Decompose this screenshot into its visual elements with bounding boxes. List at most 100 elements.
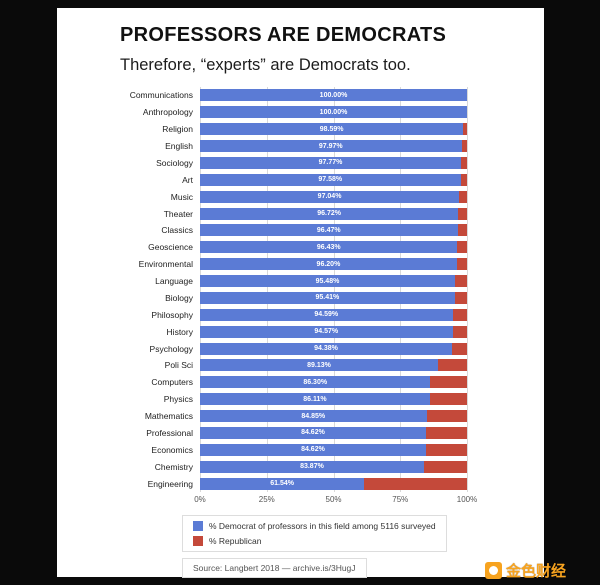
bar-track: 84.85% <box>200 410 467 423</box>
democrat-bar-segment: 94.38% <box>200 342 452 355</box>
bar-value-label: 97.04% <box>317 193 342 201</box>
republican-bar-segment <box>437 359 467 372</box>
category-label: Geoscience <box>148 242 193 253</box>
chart-row: Environmental 96.20% <box>63 258 467 271</box>
republican-bar-segment <box>452 308 467 321</box>
bar-track: 86.11% <box>200 393 467 406</box>
republican-bar-segment <box>452 325 467 338</box>
bar-track: 96.43% <box>200 241 467 254</box>
chart-row: Communications 100.00% <box>63 89 467 102</box>
democrat-bar-segment: 86.30% <box>200 376 431 389</box>
republican-bar-segment <box>457 241 467 254</box>
bar-value-label: 86.30% <box>303 378 328 386</box>
democrat-bar-segment: 84.85% <box>200 410 427 423</box>
chart-row: Theater 96.72% <box>63 207 467 220</box>
bar-value-label: 95.48% <box>315 277 340 285</box>
category-label: Communications <box>129 90 193 101</box>
bar-value-label: 100.00% <box>319 91 348 99</box>
republican-swatch-icon <box>193 536 203 546</box>
gridline <box>400 87 402 492</box>
bar-value-label: 84.62% <box>301 446 325 454</box>
chart-row: Psychology 94.38% <box>63 342 467 355</box>
category-label: Economics <box>151 444 193 455</box>
category-label: Anthropology <box>142 107 193 118</box>
democrat-bar-segment: 100.00% <box>200 106 467 119</box>
chart-row: Chemistry 83.87% <box>63 460 467 473</box>
republican-bar-segment <box>425 443 467 456</box>
category-label: Engineering <box>147 478 193 489</box>
bar-value-label: 61.54% <box>270 480 295 488</box>
bar-track: 96.47% <box>200 224 467 237</box>
bar-value-label: 96.43% <box>316 243 341 251</box>
category-label: Music <box>170 191 193 202</box>
category-label: Sociology <box>156 157 193 168</box>
bar-track: 96.72% <box>200 207 467 220</box>
bar-value-label: 83.87% <box>300 463 324 471</box>
democrat-bar-segment: 97.58% <box>200 173 461 186</box>
bar-value-label: 96.72% <box>317 210 341 218</box>
republican-bar-segment <box>461 156 467 169</box>
chart-row: Sociology 97.77% <box>63 156 467 169</box>
x-axis-tick-label: 100% <box>456 495 478 504</box>
democrat-bar-segment: 97.77% <box>200 156 462 169</box>
category-label: Language <box>155 276 193 287</box>
chart-rows: Communications 100.00% Anthropology 100.00%… <box>63 87 467 492</box>
republican-bar-segment <box>461 140 467 153</box>
chart-row: Religion 98.59% <box>63 123 467 136</box>
republican-bar-segment <box>426 410 467 423</box>
chart-row: Computers 86.30% <box>63 376 467 389</box>
bar-track: 96.20% <box>200 258 467 271</box>
legend-label-democrat: % Democrat of professors in this field a… <box>209 521 436 531</box>
bar-track: 84.62% <box>200 443 467 456</box>
democrat-bar-segment: 96.47% <box>200 224 458 237</box>
democrat-bar-segment: 96.72% <box>200 207 459 220</box>
x-axis-tick-label: 0% <box>194 495 206 504</box>
democrat-bar-segment: 83.87% <box>200 460 424 473</box>
bar-track: 83.87% <box>200 460 467 473</box>
category-label: Environmental <box>138 259 193 270</box>
democrat-bar-segment: 96.20% <box>200 258 457 271</box>
democrat-bar-segment: 96.43% <box>200 241 458 254</box>
watermark-text: 金色财经 <box>505 563 566 580</box>
x-axis: 0% 25% 50% 75% 100% <box>194 492 477 507</box>
gridline <box>266 87 268 492</box>
bar-track: 95.48% <box>200 275 467 288</box>
chart-row: Physics 86.11% <box>63 393 467 406</box>
x-axis-tick-label: 25% <box>258 495 275 504</box>
x-axis-tick-label: 75% <box>392 495 409 504</box>
bar-track: 94.59% <box>200 308 467 321</box>
chart-panel: PROFESSORS ARE DEMOCRATS Therefore, “exp… <box>57 8 544 578</box>
page-subtitle: Therefore, “experts” are Democrats too. <box>120 56 411 74</box>
chart-row: Poli Sci 89.13% <box>63 359 467 372</box>
x-axis-tick-label: 50% <box>325 495 342 504</box>
democrat-swatch-icon <box>193 521 203 531</box>
chart-row: English 97.97% <box>63 140 467 153</box>
chart-row: Engineering 61.54% <box>63 477 467 490</box>
bar-track: 97.97% <box>200 140 467 153</box>
republican-bar-segment <box>430 376 467 389</box>
bar-value-label: 100.00% <box>319 108 348 116</box>
category-label: Psychology <box>149 343 193 354</box>
category-label: Biology <box>165 292 193 303</box>
democrat-bar-segment: 97.97% <box>200 140 462 153</box>
bar-value-label: 96.20% <box>316 260 341 268</box>
republican-bar-segment <box>463 123 467 136</box>
democrat-bar-segment: 100.00% <box>200 89 467 102</box>
republican-bar-segment <box>457 224 467 237</box>
bar-track: 94.57% <box>200 325 467 338</box>
gold-coin-icon <box>484 562 502 579</box>
bar-value-label: 97.97% <box>318 142 343 150</box>
democrat-bar-segment: 94.59% <box>200 308 453 321</box>
category-label: Professional <box>146 427 193 438</box>
chart-row: Classics 96.47% <box>63 224 467 237</box>
bar-value-label: 98.59% <box>319 125 344 133</box>
chart-row: Language 95.48% <box>63 275 467 288</box>
republican-bar-segment <box>425 426 467 439</box>
bar-track: 86.30% <box>200 376 467 389</box>
bar-value-label: 84.62% <box>301 429 325 437</box>
bar-value-label: 94.38% <box>314 345 338 353</box>
source-note: Source: Langbert 2018 — archive.is/3HugJ <box>182 558 367 578</box>
bar-value-label: 94.59% <box>314 311 339 319</box>
democrat-bar-segment: 95.41% <box>200 291 455 304</box>
republican-bar-segment <box>451 342 467 355</box>
